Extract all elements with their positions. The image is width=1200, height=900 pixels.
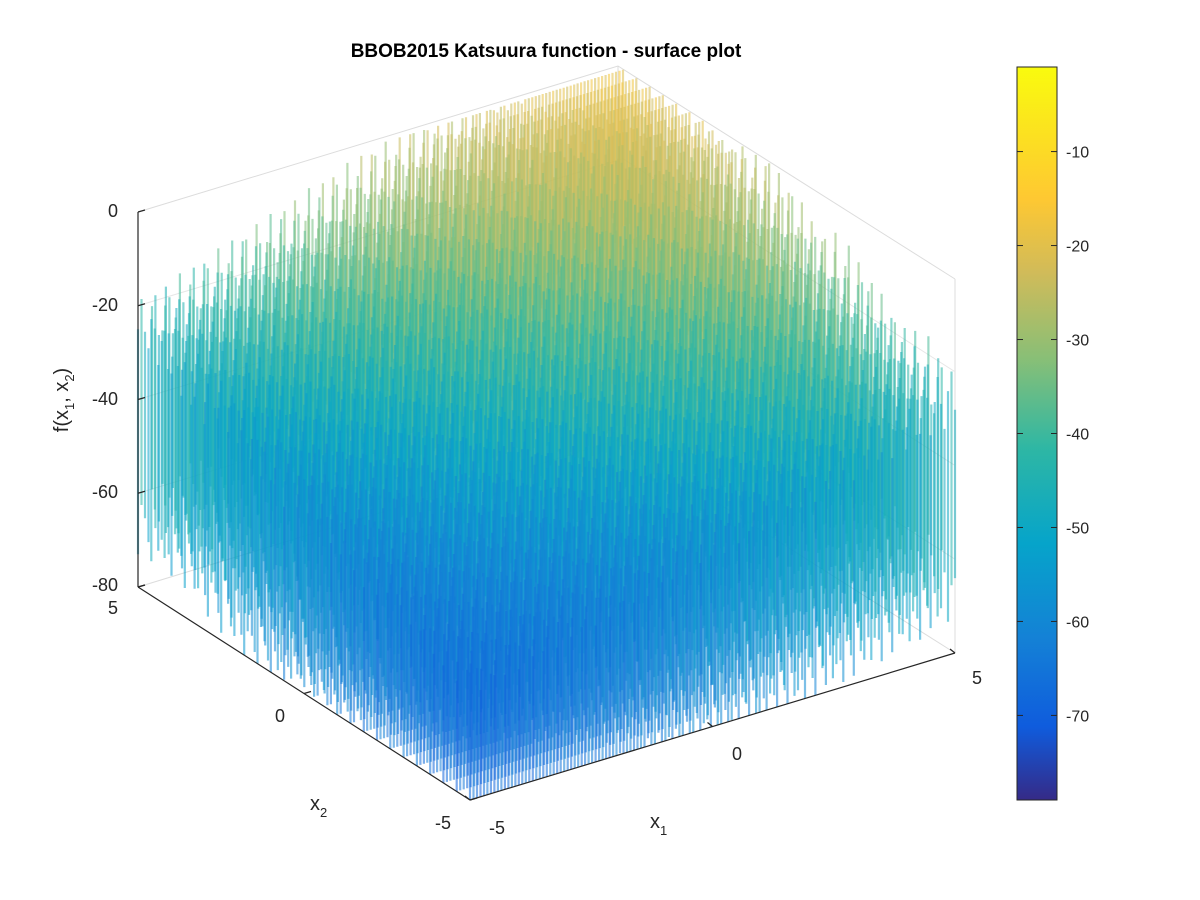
x-tick bbox=[464, 795, 471, 801]
chart-title: BBOB2015 Katsuura function - surface plo… bbox=[351, 41, 742, 62]
z-tick-label: -60 bbox=[92, 482, 118, 502]
x-tick-labels: -5 0 5 bbox=[489, 668, 982, 838]
z-axis-label: f(x1, x2) bbox=[51, 368, 77, 432]
colorbar: -10 -20 -30 -40 -50 -60 -70 bbox=[1016, 66, 1089, 801]
colorbar-tick-label: -30 bbox=[1066, 333, 1089, 350]
colorbar-tick-label: -20 bbox=[1066, 239, 1089, 256]
z-tick-label: -20 bbox=[92, 295, 118, 315]
y-tick-labels: 5 0 -5 bbox=[108, 598, 451, 833]
colorbar-tick-label: -40 bbox=[1066, 427, 1089, 444]
y-axis-label: x2 bbox=[310, 793, 327, 820]
x-tick-label: -5 bbox=[489, 818, 505, 838]
z-tick bbox=[137, 303, 146, 307]
z-tick-label: 0 bbox=[108, 201, 118, 221]
z-tick bbox=[137, 396, 146, 401]
colorbar-tick-label: -10 bbox=[1066, 145, 1089, 162]
z-tick-labels: 0 -20 -40 -60 -80 bbox=[92, 201, 118, 595]
surface-plot bbox=[136, 69, 957, 800]
y-tick bbox=[303, 690, 312, 695]
tick-marks bbox=[137, 209, 956, 801]
x-tick-label: 5 bbox=[972, 668, 982, 688]
z-tick-label: -40 bbox=[92, 389, 118, 409]
z-tick-label: -80 bbox=[92, 575, 118, 595]
z-tick bbox=[137, 490, 146, 494]
y-tick bbox=[469, 797, 478, 801]
z-tick bbox=[137, 209, 146, 213]
colorbar-tick-label: -70 bbox=[1066, 708, 1089, 725]
x-tick bbox=[949, 648, 956, 654]
colorbar-gradient bbox=[1016, 66, 1058, 801]
colorbar-tick-label: -50 bbox=[1066, 520, 1089, 537]
y-tick-label: -5 bbox=[435, 813, 451, 833]
colorbar-tick-label: -60 bbox=[1066, 614, 1089, 631]
y-tick bbox=[137, 584, 146, 588]
x-tick bbox=[707, 722, 713, 727]
y-tick-label: 0 bbox=[275, 706, 285, 726]
x-tick-label: 0 bbox=[732, 744, 742, 764]
colorbar-ticks: -10 -20 -30 -40 -50 -60 -70 bbox=[1017, 145, 1089, 725]
x-axis-label: x1 bbox=[650, 811, 667, 838]
y-tick-label: 5 bbox=[108, 598, 118, 618]
